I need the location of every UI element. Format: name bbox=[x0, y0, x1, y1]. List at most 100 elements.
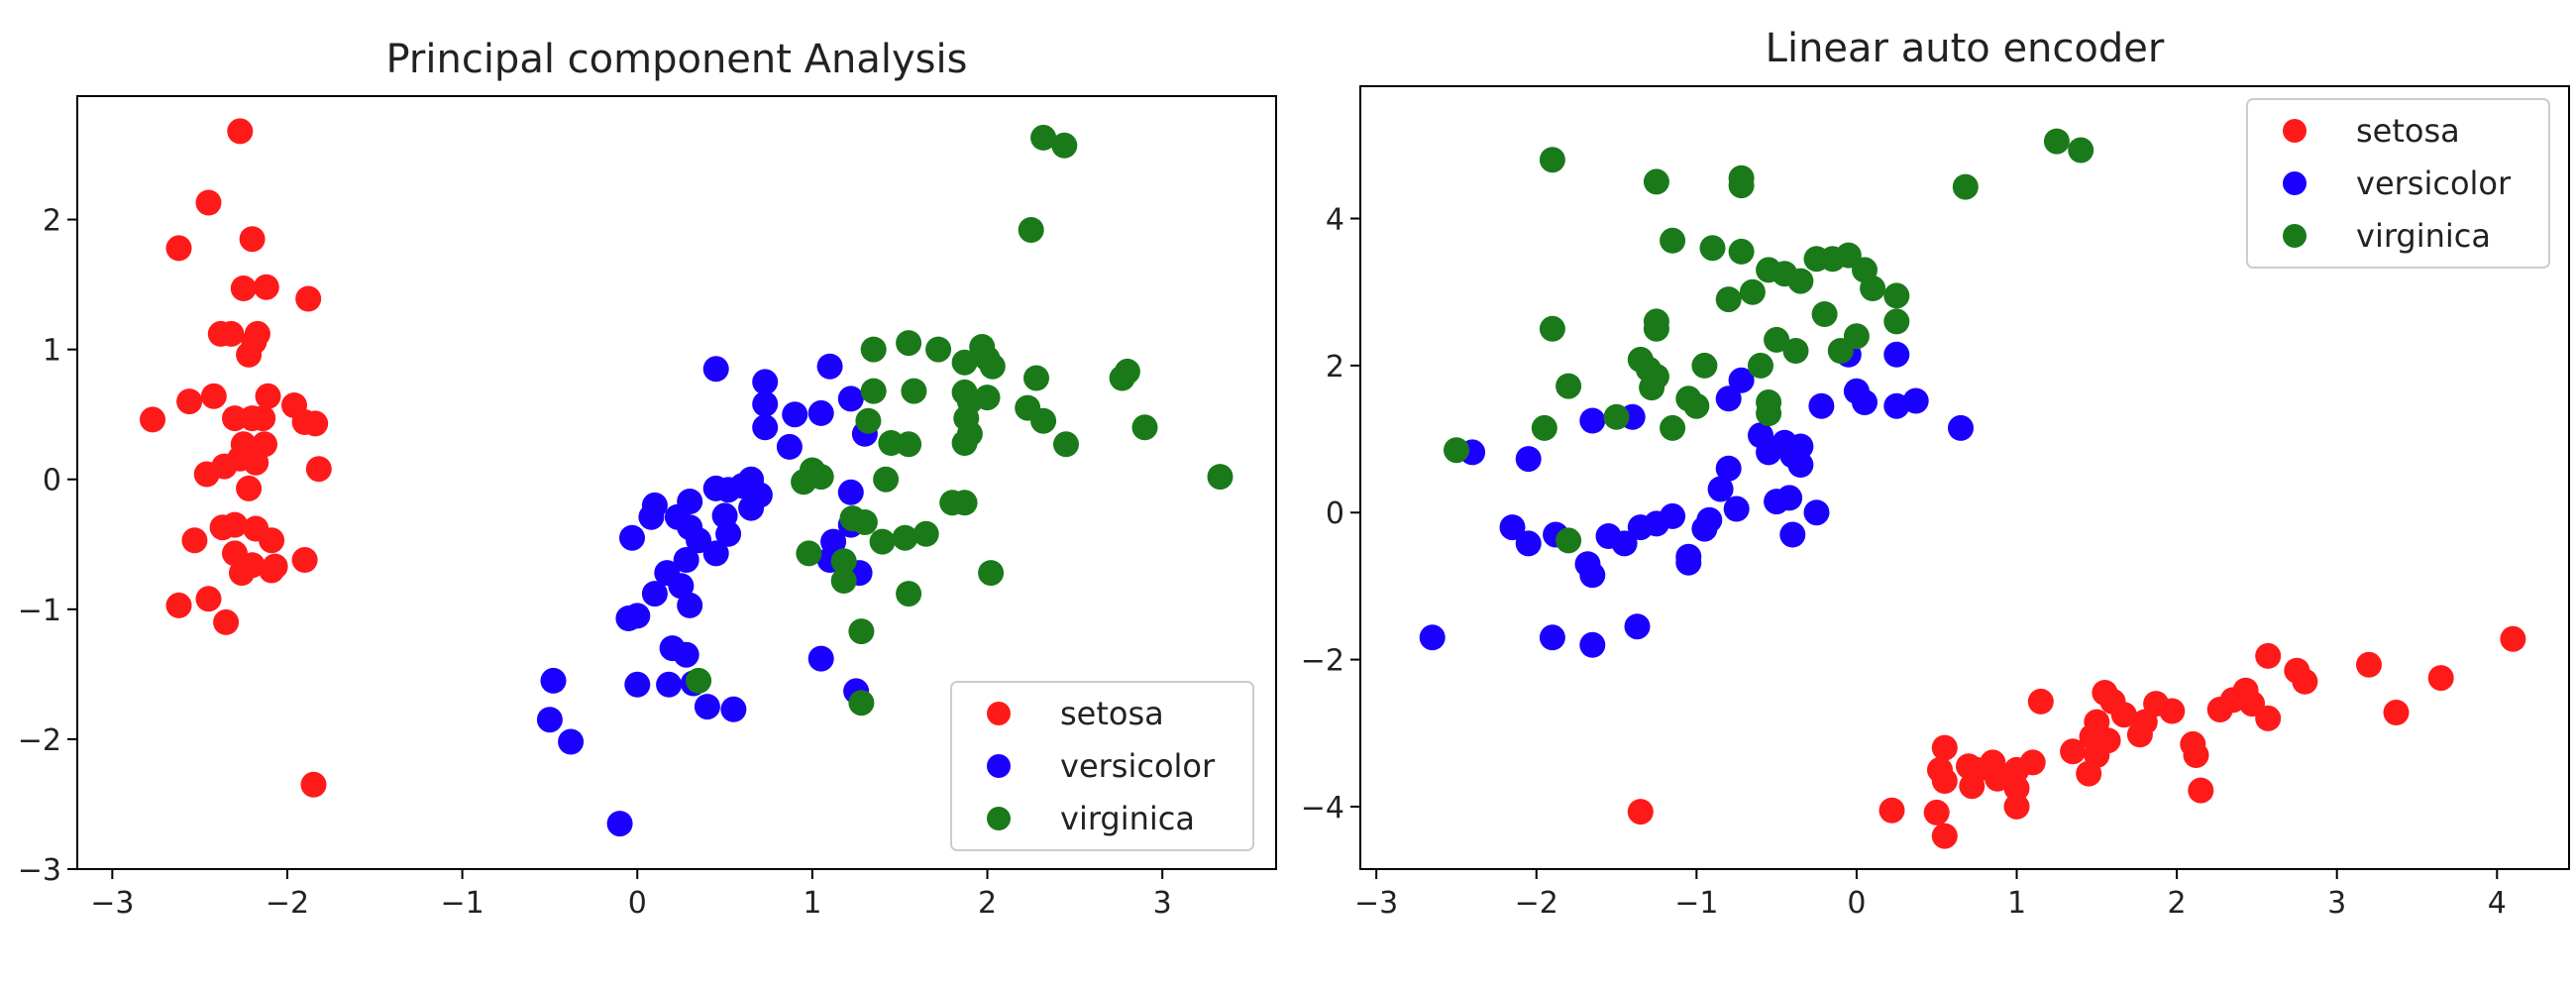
point-virginica bbox=[1643, 315, 1669, 342]
point-setosa bbox=[1931, 734, 1958, 761]
point-setosa bbox=[2500, 625, 2526, 652]
point-virginica bbox=[830, 568, 857, 594]
point-virginica bbox=[2043, 128, 2070, 155]
point-versicolor bbox=[558, 728, 585, 755]
point-versicolor bbox=[1728, 367, 1755, 393]
point-virginica bbox=[860, 336, 887, 363]
point-versicolor bbox=[656, 671, 683, 698]
x-tick-label: 2 bbox=[2168, 886, 2187, 921]
x-tick-label: 1 bbox=[803, 886, 821, 921]
point-virginica bbox=[978, 560, 1005, 587]
point-virginica bbox=[1715, 286, 1742, 313]
point-setosa bbox=[259, 527, 285, 554]
point-versicolor bbox=[837, 385, 864, 412]
x-tick-label: −2 bbox=[266, 886, 309, 921]
legend: setosa versicolor virginica bbox=[2246, 98, 2550, 269]
point-setosa bbox=[305, 456, 332, 483]
pca-panel: Principal component Analysis −3 −2 −1 0 1 2 3 −3… bbox=[18, 37, 1277, 921]
point-setosa bbox=[227, 118, 254, 145]
point-setosa bbox=[195, 586, 222, 612]
point-versicolor bbox=[1715, 455, 1742, 482]
point-virginica bbox=[896, 330, 922, 357]
point-setosa bbox=[2003, 793, 2030, 820]
point-versicolor bbox=[606, 811, 633, 837]
point-setosa bbox=[222, 511, 248, 538]
point-setosa bbox=[1931, 768, 1958, 794]
point-virginica bbox=[1051, 132, 1078, 159]
point-virginica bbox=[1030, 124, 1057, 151]
point-setosa bbox=[255, 383, 281, 409]
y-tick-label: −4 bbox=[1301, 791, 1344, 826]
point-virginica bbox=[855, 407, 882, 434]
point-setosa bbox=[207, 320, 234, 347]
point-setosa bbox=[2183, 742, 2209, 768]
point-versicolor bbox=[1696, 506, 1723, 533]
point-virginica bbox=[1539, 147, 1565, 173]
point-virginica bbox=[1639, 375, 1665, 401]
legend-label: setosa bbox=[2356, 112, 2460, 150]
point-versicolor bbox=[1539, 624, 1565, 651]
point-setosa bbox=[243, 449, 269, 476]
point-virginica bbox=[896, 581, 922, 607]
point-versicolor bbox=[1660, 502, 1686, 529]
point-versicolor bbox=[715, 520, 742, 547]
point-virginica bbox=[1556, 373, 1582, 399]
point-setosa bbox=[295, 285, 322, 312]
point-virginica bbox=[796, 540, 822, 567]
point-versicolor bbox=[1579, 562, 1606, 589]
point-virginica bbox=[2068, 137, 2094, 164]
point-virginica bbox=[860, 378, 887, 404]
point-virginica bbox=[1782, 338, 1809, 364]
legend-box bbox=[2246, 98, 2550, 269]
x-tick-label: 4 bbox=[2488, 886, 2507, 921]
point-virginica bbox=[848, 690, 875, 716]
point-setosa bbox=[2003, 775, 2030, 802]
point-versicolor bbox=[540, 667, 567, 694]
point-virginica bbox=[1952, 173, 1979, 200]
point-versicolor bbox=[1579, 407, 1606, 434]
point-versicolor bbox=[837, 479, 864, 505]
point-virginica bbox=[951, 349, 978, 376]
point-setosa bbox=[302, 410, 329, 437]
point-virginica bbox=[1787, 268, 1814, 294]
x-tick-label: −3 bbox=[1354, 886, 1398, 921]
point-virginica bbox=[1728, 238, 1755, 265]
point-versicolor bbox=[702, 356, 729, 383]
point-versicolor bbox=[1723, 496, 1750, 522]
legend-marker bbox=[2283, 171, 2307, 195]
point-virginica bbox=[1444, 437, 1469, 464]
point-versicolor bbox=[677, 592, 703, 618]
point-virginica bbox=[869, 528, 896, 555]
x-tick-label: 3 bbox=[1153, 886, 1172, 921]
point-virginica bbox=[1883, 282, 1910, 309]
legend-marker bbox=[987, 702, 1011, 725]
point-setosa bbox=[2427, 665, 2454, 692]
point-virginica bbox=[1660, 227, 1686, 254]
point-virginica bbox=[1643, 168, 1669, 195]
point-virginica bbox=[1539, 315, 1565, 342]
point-versicolor bbox=[673, 641, 699, 668]
point-versicolor bbox=[619, 524, 645, 551]
legend-label: versicolor bbox=[2356, 165, 2512, 202]
point-versicolor bbox=[668, 573, 695, 600]
point-versicolor bbox=[1948, 414, 1974, 441]
point-virginica bbox=[1691, 352, 1718, 379]
y-tick-label: 2 bbox=[1326, 350, 1344, 385]
x-tick-label: 1 bbox=[2007, 886, 2026, 921]
point-versicolor bbox=[1707, 476, 1734, 502]
point-versicolor bbox=[1515, 530, 1542, 557]
point-versicolor bbox=[1787, 433, 1814, 460]
legend-marker bbox=[987, 754, 1011, 778]
point-virginica bbox=[1756, 400, 1782, 427]
autoencoder-panel: Linear auto encoder −3 −2 −1 0 1 2 3 4 −4 −2 0 2 4 set… bbox=[1301, 26, 2570, 921]
point-virginica bbox=[848, 618, 875, 645]
point-versicolor bbox=[1852, 389, 1878, 415]
point-versicolor bbox=[1779, 521, 1806, 548]
point-virginica bbox=[791, 469, 817, 496]
series-versicolor bbox=[536, 353, 878, 837]
point-virginica bbox=[1739, 278, 1766, 305]
point-virginica bbox=[1023, 365, 1049, 391]
legend-label: setosa bbox=[1060, 695, 1164, 732]
point-virginica bbox=[1660, 414, 1686, 441]
point-versicolor bbox=[752, 369, 779, 395]
